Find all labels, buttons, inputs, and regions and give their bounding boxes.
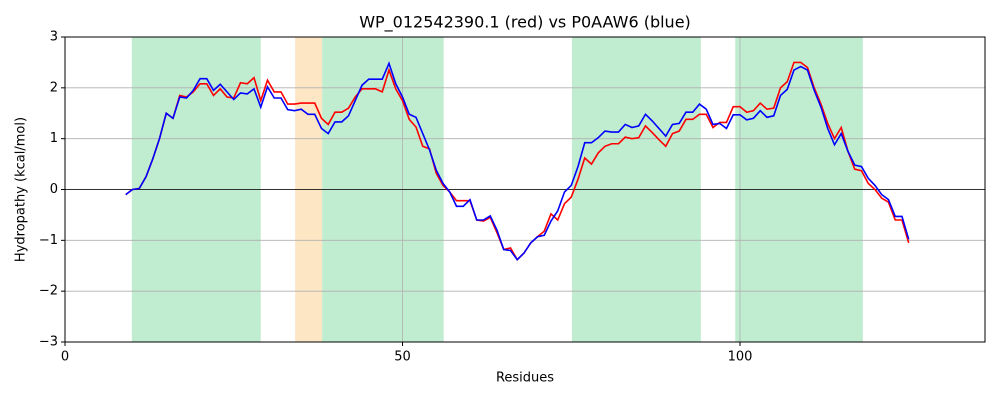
- y-tick-label: −2: [39, 284, 58, 299]
- y-tick-label: −1: [39, 233, 58, 248]
- y-tick-label: 3: [50, 30, 58, 45]
- line-series: [125, 61, 910, 261]
- y-tick-label: 2: [50, 80, 58, 95]
- x-tick-label: 0: [61, 350, 69, 365]
- chart-title: WP_012542390.1 (red) vs P0AAW6 (blue): [359, 13, 691, 33]
- plot-frame: [64, 36, 986, 343]
- y-tick-label: −3: [39, 335, 58, 350]
- x-tick-label: 50: [394, 350, 411, 365]
- x-axis-label: Residues: [496, 371, 554, 386]
- y-tick-label: 0: [50, 182, 58, 197]
- x-tick-label: 100: [728, 350, 753, 365]
- y-axis-label: Hydropathy (kcal/mol): [14, 117, 29, 262]
- y-tick-label: 1: [50, 131, 58, 146]
